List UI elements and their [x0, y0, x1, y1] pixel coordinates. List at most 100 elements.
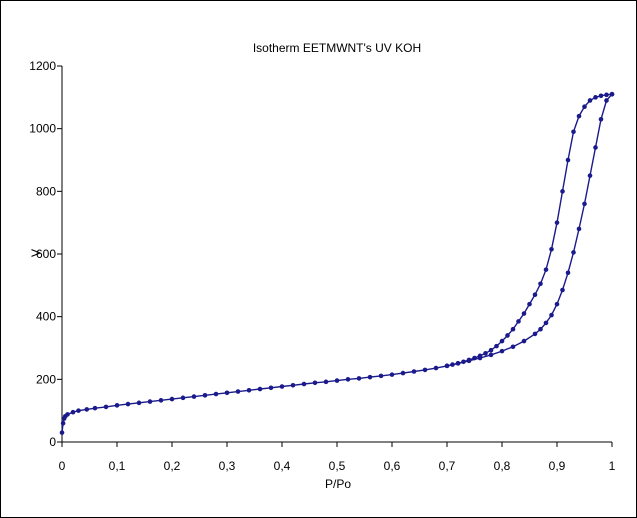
data-point: [367, 374, 373, 380]
x-tick-label: 0,6: [384, 459, 401, 473]
data-point: [378, 373, 384, 379]
x-tick-label: 0,5: [329, 459, 346, 473]
data-point: [65, 412, 70, 417]
data-point: [290, 382, 296, 388]
data-point: [191, 394, 197, 399]
data-point: [543, 267, 549, 272]
data-point: [59, 430, 65, 435]
data-point: [538, 326, 543, 332]
data-point: [114, 403, 120, 408]
data-point: [444, 363, 450, 369]
data-point: [235, 389, 241, 394]
data-point: [516, 319, 521, 324]
x-tick-label: 1: [609, 459, 616, 473]
data-point: [125, 401, 131, 407]
data-point: [510, 326, 516, 332]
data-point: [202, 393, 208, 398]
x-tick-label: 0,2: [164, 459, 181, 473]
data-point: [571, 129, 576, 135]
data-point: [598, 116, 604, 122]
data-point: [521, 338, 527, 344]
data-point: [549, 247, 554, 252]
data-point: [604, 92, 609, 98]
data-point: [400, 370, 406, 376]
data-point: [587, 173, 593, 178]
y-tick-label: 600: [36, 247, 56, 261]
x-tick-label: 0,4: [274, 459, 291, 473]
data-point: [84, 407, 90, 412]
data-point: [510, 344, 516, 350]
data-point: [532, 331, 538, 337]
data-point: [450, 362, 455, 367]
y-tick-labels: 0 200 400 600 800 1000 1200: [29, 59, 56, 449]
chart-title: Isotherm EETMWNT's UV KOH: [253, 41, 421, 55]
data-point: [593, 145, 598, 150]
data-point: [587, 98, 593, 103]
data-point: [147, 399, 153, 404]
y-tick-label: 0: [49, 435, 56, 449]
data-point: [604, 98, 609, 103]
data-point: [433, 365, 439, 371]
data-point: [455, 361, 461, 366]
data-point: [472, 355, 477, 361]
data-point: [593, 95, 598, 100]
data-point: [103, 404, 109, 410]
data-point: [279, 384, 285, 389]
data-point: [60, 420, 66, 426]
x-tick-label: 0,1: [109, 459, 126, 473]
data-point: [76, 408, 81, 413]
y-tick-label: 400: [36, 310, 56, 324]
data-point: [461, 359, 466, 365]
data-point: [554, 301, 560, 307]
data-point: [257, 386, 263, 392]
x-tick-label: 0,8: [494, 459, 511, 473]
data-point: [483, 351, 488, 356]
data-point: [554, 220, 560, 225]
data-point: [565, 270, 571, 276]
y-axis-label: V: [29, 249, 43, 257]
data-point: [312, 380, 318, 386]
data-point: [560, 287, 565, 293]
data-point: [527, 301, 532, 307]
data-point: [334, 378, 340, 383]
data-point: [488, 352, 494, 358]
data-point: [538, 281, 543, 287]
x-axis-label: P/Po: [325, 477, 351, 491]
x-tick-label: 0,7: [439, 459, 456, 473]
data-point: [158, 398, 164, 403]
data-point: [576, 226, 582, 232]
data-point: [576, 113, 582, 119]
axes: [57, 65, 613, 447]
data-point: [422, 367, 428, 373]
data-point: [543, 320, 549, 326]
y-tick-label: 800: [36, 184, 56, 198]
data-point: [488, 347, 494, 353]
data-point: [246, 388, 252, 393]
data-point: [224, 390, 230, 396]
data-point: [609, 91, 615, 97]
data-point: [598, 93, 604, 99]
data-point: [571, 250, 576, 255]
data-point: [70, 409, 76, 415]
data-point: [323, 379, 329, 385]
data-point: [499, 338, 505, 344]
x-tick-labels: 0 0,1 0,2 0,3 0,4 0,5 0,6 0,7 0,8 0,9 1: [59, 459, 616, 473]
data-point: [169, 396, 175, 402]
data-point: [213, 391, 219, 397]
data-point: [180, 395, 186, 401]
data-point: [499, 348, 505, 354]
data-point: [565, 157, 571, 163]
data-point: [92, 405, 98, 411]
data-point: [560, 189, 565, 194]
data-point: [466, 357, 472, 363]
data-point: [356, 376, 362, 381]
data-point: [268, 385, 274, 391]
series-line-2: [446, 93, 613, 367]
series-group: [59, 91, 615, 435]
data-point: [549, 312, 554, 318]
y-tick-label: 200: [36, 372, 56, 386]
data-point: [389, 372, 395, 377]
y-tick-label: 1200: [29, 59, 56, 73]
